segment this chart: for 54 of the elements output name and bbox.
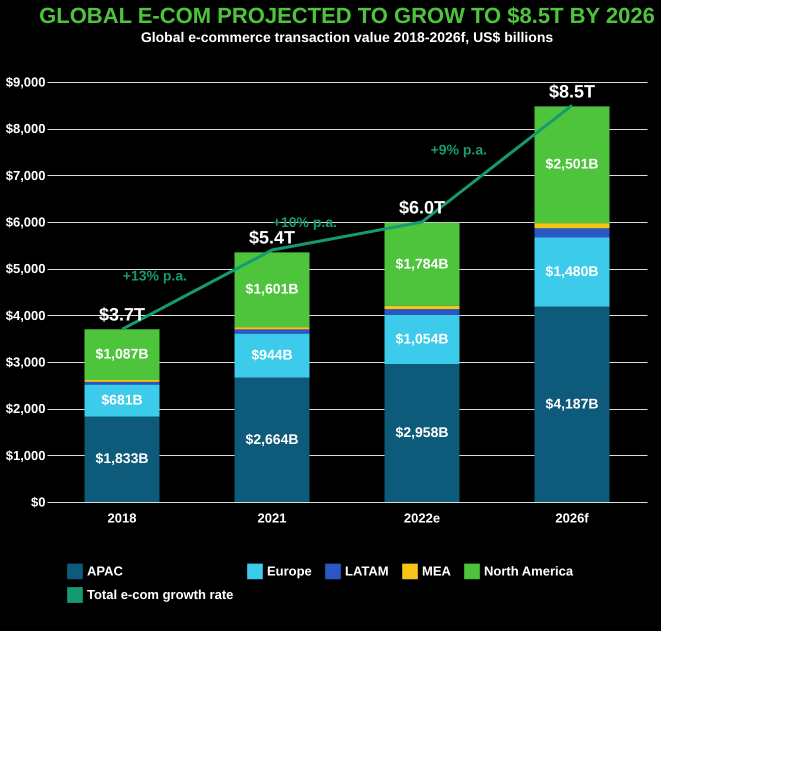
y-tick-label: $1,000: [6, 448, 46, 463]
bar: [234, 329, 310, 334]
x-tick-label: 2018: [108, 510, 136, 526]
chart-title: GLOBAL E-COM PROJECTED TO GROW TO $8.5T BY 2026: [39, 3, 655, 28]
data-label: $1,601B: [246, 280, 298, 297]
data-label: $681B: [101, 392, 143, 408]
legend-label: North America: [484, 563, 574, 578]
data-label: $2,664B: [246, 430, 298, 447]
bar: [534, 106, 610, 224]
bar: [84, 329, 160, 380]
y-tick-label: $5,000: [6, 261, 46, 276]
data-label: $1,480B: [546, 263, 598, 280]
data-label: $1,054B: [396, 330, 448, 346]
bar: [534, 223, 610, 228]
data-label: $4,187B: [546, 395, 598, 412]
y-tick-label: $2,000: [6, 401, 46, 416]
bar: [384, 309, 460, 315]
data-label: $2,958B: [396, 424, 448, 440]
data-label: $1,087B: [96, 346, 148, 362]
y-tick-label: $0: [31, 494, 46, 510]
bar: [384, 306, 460, 310]
bar: [234, 252, 310, 328]
bar: [384, 364, 460, 502]
legend-label: MEA: [422, 563, 452, 578]
bar: [384, 314, 460, 364]
bar: [534, 306, 610, 502]
data-label: $1,784B: [396, 255, 448, 272]
legend-label: LATAM: [345, 563, 389, 578]
total-label: $5.4T: [248, 227, 296, 248]
y-tick-label: $3,000: [6, 354, 46, 370]
legend-label: Europe: [267, 563, 312, 578]
bar: [384, 222, 460, 306]
x-tick-label: 2022e: [404, 510, 440, 526]
y-tick-label: $8,000: [6, 121, 46, 136]
annotation: +13% p.a.: [122, 268, 187, 284]
legend-label: Total e-com growth rate: [87, 587, 234, 602]
y-tick-label: $4,000: [6, 308, 46, 323]
bar: [534, 228, 610, 238]
bar: [84, 416, 160, 502]
chart-subtitle: Global e-commerce transaction value 2018-2026f, US$ billions: [140, 29, 554, 45]
legend-label: APAC: [87, 563, 124, 578]
bar: [234, 378, 310, 502]
bar: [534, 238, 610, 307]
x-tick-label: 2026f: [555, 510, 590, 526]
data-label: $1,833B: [96, 450, 148, 466]
x-tick-label: 2021: [258, 510, 286, 526]
data-label: $944B: [251, 346, 293, 363]
y-tick-label: $7,000: [6, 168, 46, 183]
data-label: $2,501B: [546, 156, 598, 172]
bar: [234, 334, 310, 378]
total-label: $8.5T: [548, 81, 596, 102]
y-tick-label: $9,000: [6, 74, 46, 90]
annotation: +9% p.a.: [430, 142, 487, 158]
y-tick-label: $6,000: [6, 214, 46, 230]
